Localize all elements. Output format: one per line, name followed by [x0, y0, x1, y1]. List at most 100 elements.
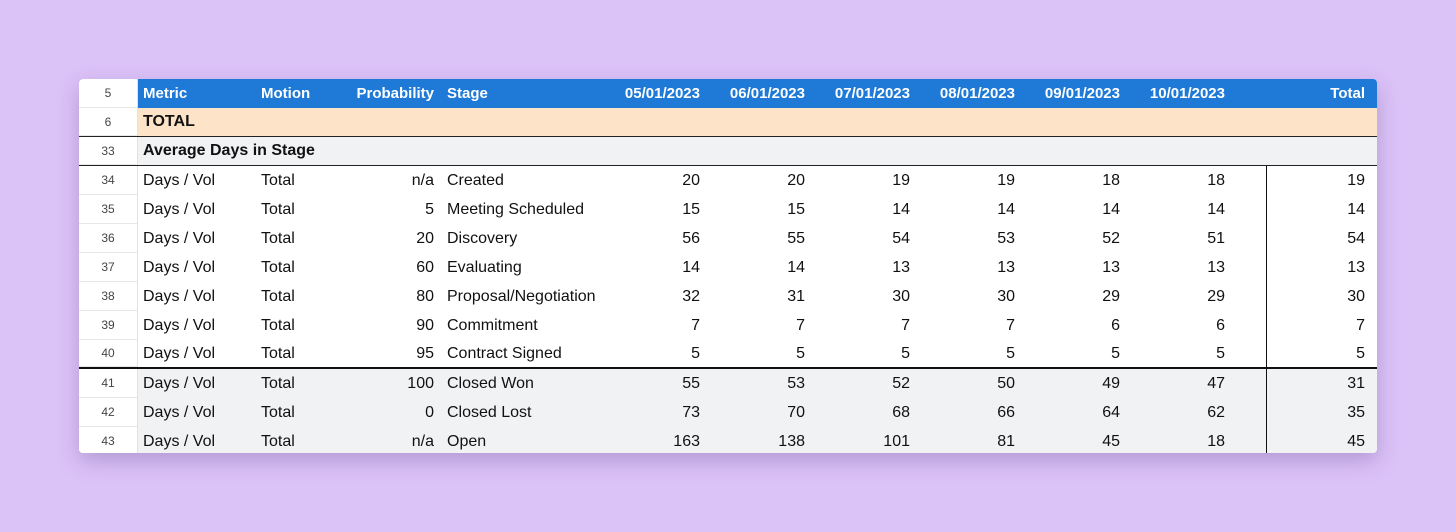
cell-value[interactable]: 5 — [901, 344, 910, 362]
row-number[interactable]: 36 — [79, 224, 138, 253]
cell-value[interactable]: 70 — [787, 403, 805, 421]
cell-value[interactable]: 6 — [1111, 316, 1120, 334]
cell-metric[interactable]: Days / Vol — [143, 229, 216, 247]
cell-value[interactable]: 7 — [796, 316, 805, 334]
cell-stage[interactable]: Closed Lost — [447, 403, 532, 421]
cell-total[interactable]: 54 — [1266, 224, 1375, 253]
cell-stage[interactable]: Evaluating — [447, 258, 522, 276]
row-number[interactable]: 41 — [79, 369, 138, 398]
cell-total[interactable]: 14 — [1266, 195, 1375, 224]
cell-value[interactable]: 56 — [682, 229, 700, 247]
cell-value[interactable]: 55 — [682, 374, 700, 392]
column-header-motion[interactable]: Motion — [261, 85, 311, 102]
cell-total[interactable]: 19 — [1266, 166, 1375, 195]
cell-value[interactable]: 20 — [682, 171, 700, 189]
cell-value[interactable]: 7 — [901, 316, 910, 334]
cell-motion[interactable]: Total — [261, 200, 295, 218]
cell-value[interactable]: 55 — [787, 229, 805, 247]
cell-value[interactable]: 14 — [787, 258, 805, 276]
cell-value[interactable]: 73 — [682, 403, 700, 421]
cell-value[interactable]: 14 — [1207, 200, 1225, 218]
cell-value[interactable]: 64 — [1102, 403, 1120, 421]
cell-motion[interactable]: Total — [261, 229, 295, 247]
cell-value[interactable]: 5 — [796, 344, 805, 362]
cell-metric[interactable]: Days / Vol — [143, 200, 216, 218]
cell-value[interactable]: 7 — [1006, 316, 1015, 334]
cell-value[interactable]: 66 — [997, 403, 1015, 421]
cell-value[interactable]: 30 — [997, 287, 1015, 305]
row-number[interactable]: 35 — [79, 195, 138, 224]
cell-probability[interactable]: n/a — [411, 171, 434, 189]
cell-probability[interactable]: 0 — [425, 403, 434, 421]
cell-motion[interactable]: Total — [261, 403, 295, 421]
cell-total[interactable]: 35 — [1266, 398, 1375, 427]
cell-metric[interactable]: Days / Vol — [143, 374, 216, 392]
cell-value[interactable]: 14 — [682, 258, 700, 276]
cell-value[interactable]: 62 — [1207, 403, 1225, 421]
cell-motion[interactable]: Total — [261, 374, 295, 392]
cell-value[interactable]: 30 — [892, 287, 910, 305]
cell-value[interactable]: 54 — [892, 229, 910, 247]
row-number[interactable]: 42 — [79, 398, 138, 427]
row-number[interactable]: 39 — [79, 311, 138, 340]
cell-value[interactable]: 5 — [1006, 344, 1015, 362]
cell-stage[interactable]: Contract Signed — [447, 344, 562, 362]
cell-total[interactable]: 5 — [1266, 340, 1375, 367]
column-header-date[interactable]: 05/01/2023 — [624, 85, 700, 102]
cell-probability[interactable]: n/a — [411, 432, 434, 450]
column-header-probability[interactable]: Probability — [356, 85, 434, 102]
column-header-date[interactable]: 09/01/2023 — [1044, 85, 1120, 102]
cell-value[interactable]: 18 — [1102, 171, 1120, 189]
cell-value[interactable]: 14 — [892, 200, 910, 218]
column-header-date[interactable]: 06/01/2023 — [729, 85, 805, 102]
cell-stage[interactable]: Created — [447, 171, 504, 189]
cell-probability[interactable]: 60 — [416, 258, 434, 276]
row-number[interactable]: 40 — [79, 340, 138, 367]
cell-value[interactable]: 81 — [997, 432, 1015, 450]
cell-metric[interactable]: Days / Vol — [143, 287, 216, 305]
cell-value[interactable]: 138 — [778, 432, 805, 450]
cell-probability[interactable]: 5 — [425, 200, 434, 218]
cell-value[interactable]: 18 — [1207, 432, 1225, 450]
cell-stage[interactable]: Proposal/Negotiation — [447, 287, 596, 305]
cell-value[interactable]: 47 — [1207, 374, 1225, 392]
cell-value[interactable]: 14 — [997, 200, 1015, 218]
cell-value[interactable]: 13 — [1207, 258, 1225, 276]
cell-value[interactable]: 5 — [691, 344, 700, 362]
column-header-date[interactable]: 08/01/2023 — [939, 85, 1015, 102]
column-header-metric[interactable]: Metric — [143, 85, 188, 102]
cell-stage[interactable]: Discovery — [447, 229, 518, 247]
cell-value[interactable]: 19 — [892, 171, 910, 189]
cell-value[interactable]: 15 — [787, 200, 805, 218]
cell-value[interactable]: 18 — [1207, 171, 1225, 189]
cell-value[interactable]: 15 — [682, 200, 700, 218]
cell-value[interactable]: 101 — [883, 432, 910, 450]
cell-value[interactable]: 32 — [682, 287, 700, 305]
cell-value[interactable]: 29 — [1207, 287, 1225, 305]
section-row-label[interactable]: Average Days in Stage — [143, 142, 315, 159]
cell-probability[interactable]: 90 — [416, 316, 434, 334]
cell-value[interactable]: 51 — [1207, 229, 1225, 247]
cell-stage[interactable]: Commitment — [447, 316, 538, 334]
cell-value[interactable]: 53 — [787, 374, 805, 392]
row-number[interactable]: 37 — [79, 253, 138, 282]
cell-motion[interactable]: Total — [261, 171, 295, 189]
cell-total[interactable]: 30 — [1266, 282, 1375, 311]
cell-value[interactable]: 6 — [1216, 316, 1225, 334]
column-header-date[interactable]: 10/01/2023 — [1149, 85, 1225, 102]
cell-motion[interactable]: Total — [261, 344, 295, 362]
cell-value[interactable]: 14 — [1102, 200, 1120, 218]
cell-motion[interactable]: Total — [261, 287, 295, 305]
cell-value[interactable]: 5 — [1216, 344, 1225, 362]
cell-value[interactable]: 19 — [997, 171, 1015, 189]
column-header-total[interactable]: Total — [1330, 85, 1365, 102]
cell-value[interactable]: 53 — [997, 229, 1015, 247]
cell-value[interactable]: 52 — [892, 374, 910, 392]
row-number[interactable]: 6 — [79, 108, 138, 136]
row-number[interactable]: 5 — [79, 79, 138, 108]
cell-value[interactable]: 45 — [1102, 432, 1120, 450]
row-number[interactable]: 33 — [79, 137, 138, 165]
column-header-stage[interactable]: Stage — [447, 85, 488, 102]
cell-value[interactable]: 5 — [1111, 344, 1120, 362]
cell-value[interactable]: 13 — [997, 258, 1015, 276]
